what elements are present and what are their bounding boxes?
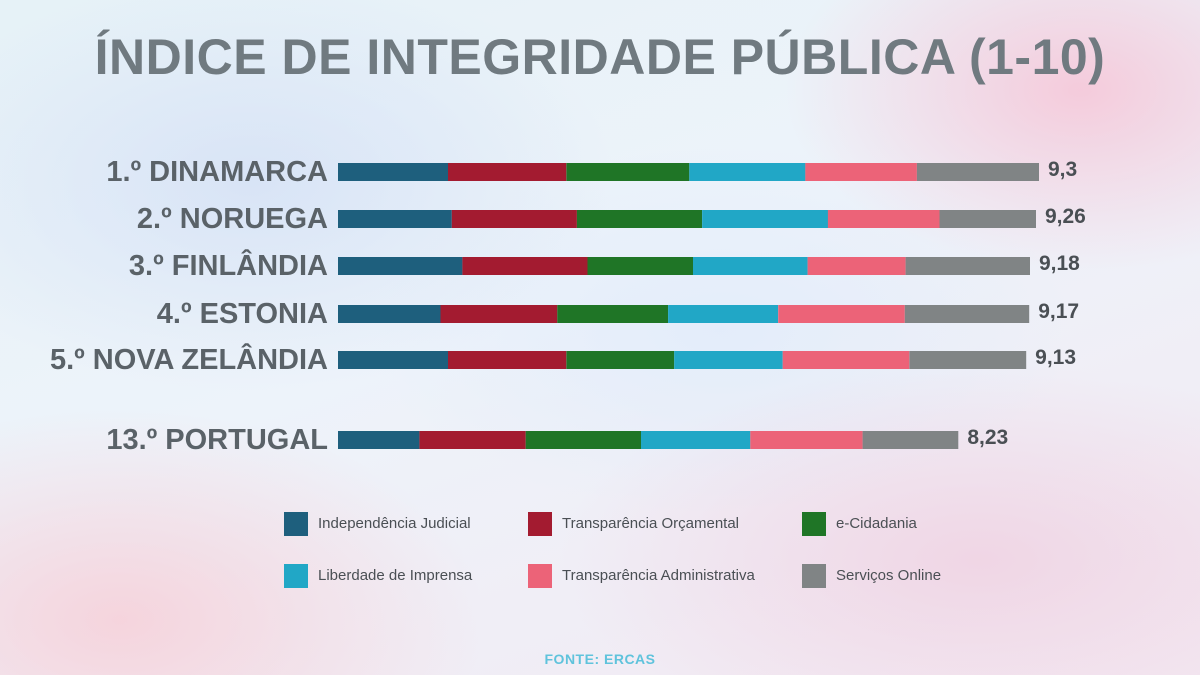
category-label: 1.º DINAMARCA xyxy=(106,156,328,188)
bar-segment xyxy=(448,351,567,369)
legend-label: Transparência Orçamental xyxy=(562,515,740,532)
total-value-label: 9,13 xyxy=(1035,346,1077,369)
legend-label: Serviços Online xyxy=(836,567,942,584)
bar-segment xyxy=(525,431,641,449)
bar-segment xyxy=(641,431,751,449)
bar-segment xyxy=(904,305,1030,323)
bar-segment xyxy=(576,210,702,228)
bar-segment xyxy=(862,431,959,449)
source-label: FONTE: ERCAS xyxy=(544,651,656,667)
bar-segment xyxy=(674,351,783,369)
bar-segment xyxy=(419,431,526,449)
bar-segment xyxy=(693,257,808,275)
category-label: 5.º NOVA ZELÂNDIA xyxy=(49,344,328,376)
legend-label: Independência Judicial xyxy=(318,515,471,532)
bar-segment xyxy=(587,257,693,275)
bar-segment xyxy=(909,351,1027,369)
legend-swatch xyxy=(284,512,308,536)
bar-segment xyxy=(905,257,1030,275)
bar-segment xyxy=(338,431,420,449)
bar-segment xyxy=(566,163,690,181)
total-value-label: 9,17 xyxy=(1038,300,1080,323)
bar-segment xyxy=(338,210,452,228)
bar-segment xyxy=(440,305,558,323)
bar-segment xyxy=(702,210,828,228)
bar-segment xyxy=(338,257,463,275)
bar-segment xyxy=(827,210,940,228)
legend-swatch xyxy=(802,564,826,588)
legend-swatch xyxy=(528,564,552,588)
bar-segment xyxy=(805,163,917,181)
chart-title: ÍNDICE DE INTEGRIDADE PÚBLICA (1-10) xyxy=(94,29,1106,85)
category-label: 2.º NORUEGA xyxy=(136,203,328,235)
bar-segment xyxy=(750,431,863,449)
bar-segment xyxy=(807,257,906,275)
legend-swatch xyxy=(528,512,552,536)
legend-swatch xyxy=(802,512,826,536)
bar-segment xyxy=(448,163,567,181)
bar-segment xyxy=(462,257,588,275)
bar-segment xyxy=(668,305,779,323)
bar-segment xyxy=(939,210,1036,228)
bar-segment xyxy=(338,163,448,181)
bar-segment xyxy=(778,305,905,323)
legend-swatch xyxy=(284,564,308,588)
total-value-label: 9,3 xyxy=(1048,158,1078,181)
legend-label: Transparência Administrativa xyxy=(562,567,755,584)
total-value-label: 9,18 xyxy=(1038,252,1080,275)
bar-segment xyxy=(916,163,1039,181)
bar-segment xyxy=(689,163,806,181)
category-label: 13.º PORTUGAL xyxy=(106,424,328,456)
legend-label: e-Cidadania xyxy=(836,515,917,532)
category-label: 4.º ESTONIA xyxy=(156,298,328,330)
total-value-label: 9,26 xyxy=(1044,205,1086,228)
bar-segment xyxy=(557,305,669,323)
bar-segment xyxy=(451,210,577,228)
category-label: 3.º FINLÂNDIA xyxy=(128,250,328,282)
bar-segment xyxy=(338,351,448,369)
bar-segment xyxy=(566,351,675,369)
bar-segment xyxy=(782,351,910,369)
bar-segment xyxy=(338,305,441,323)
total-value-label: 8,23 xyxy=(967,426,1009,449)
legend-label: Liberdade de Imprensa xyxy=(318,567,473,584)
